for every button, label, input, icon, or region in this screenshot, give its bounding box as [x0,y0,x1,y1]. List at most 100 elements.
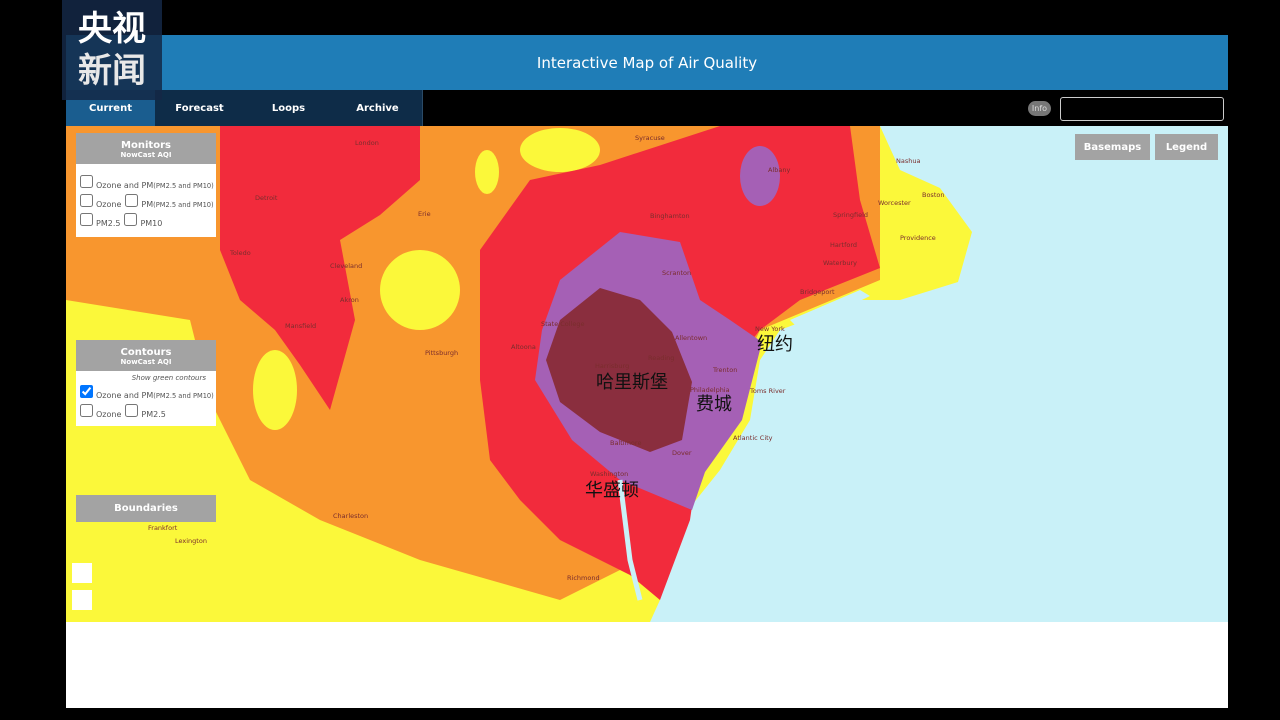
city-label: Reading [648,354,674,362]
city-label: Waterbury [823,259,857,267]
option-sub: (PM2.5 and PM10) [153,201,214,209]
checkbox[interactable] [124,213,138,226]
aqi-yellow [253,350,297,430]
option[interactable]: Ozone and PM(PM2.5 and PM10) [76,385,214,400]
basemaps-button[interactable]: Basemaps [1075,134,1150,160]
contours-panel: Contours NowCast AQI Show green contours … [76,340,216,426]
city-label: Albany [768,166,790,174]
panel-header[interactable]: Boundaries [76,495,216,522]
option-label: PM10 [140,219,163,228]
city-label: Syracuse [635,134,665,142]
aqi-purple [740,146,780,206]
monitors-panel: Monitors NowCast AQI Ozone and PM(PM2.5 a… [76,133,216,237]
city-label: Boston [922,191,944,199]
header-title: Interactive Map of Air Quality [536,53,758,72]
map-label: 费城 [696,394,732,415]
option[interactable]: PM(PM2.5 and PM10) [121,194,214,209]
city-label: Worcester [878,199,911,207]
option-label: Ozone [96,200,122,209]
option[interactable]: Ozone [76,404,121,419]
tab[interactable]: Forecast [155,90,245,126]
search-box[interactable] [1060,97,1224,121]
city-label: Dover [672,449,692,457]
city-label: New York [755,325,785,333]
option-text: Ozone and PM(PM2.5 and PM10) [96,391,214,400]
city-label: Cleveland [330,262,362,270]
aqi-red [220,126,420,410]
city-label: Charleston [333,512,368,520]
checkbox[interactable] [80,194,93,207]
legend-button[interactable]: Legend [1155,134,1218,160]
option-text: Ozone and PM(PM2.5 and PM10) [96,181,214,190]
aqi-yellow [380,250,460,330]
city-label: Richmond [567,574,600,582]
city-label: Akron [340,296,359,304]
panel-subtitle: NowCast AQI [120,151,172,159]
city-label: Nashua [896,157,920,165]
city-label: Altoona [511,343,536,351]
option-label: Ozone [96,410,122,419]
option-list: Ozone and PM(PM2.5 and PM10)Ozone PM(PM2.… [76,164,216,237]
footer-blank [66,622,1228,708]
option-sub: (PM2.5 and PM10) [153,392,214,400]
panel-subtitle: NowCast AQI [120,358,172,366]
long-island-sound [790,290,870,330]
option-label: Ozone and PM [96,181,154,190]
city-label: Detroit [255,194,278,202]
map-control[interactable] [72,590,92,610]
checkbox[interactable] [80,404,93,417]
city-label: Providence [900,234,936,242]
option-text: PM(PM2.5 and PM10) [141,200,213,209]
option-text: PM10 [140,219,162,228]
tab[interactable]: Loops [244,90,334,126]
option[interactable]: PM2.5 [121,404,166,419]
option[interactable]: PM2.5 [76,213,120,228]
boundaries-panel: Boundaries [76,495,216,522]
aqi-maroon [546,288,692,452]
header: Interactive Map of Air Quality [66,35,1228,90]
option-text: PM2.5 [141,410,165,419]
option[interactable]: Ozone [76,194,122,209]
checkbox[interactable] [80,213,93,226]
bay [617,479,643,601]
option-label: PM2.5 [96,219,121,228]
option-text: Ozone [96,410,121,419]
map-label: 纽约 [757,334,793,355]
option[interactable]: Ozone and PM(PM2.5 and PM10) [76,175,214,190]
city-label: Erie [418,210,431,218]
city-label: Atlantic City [733,434,773,442]
aqi-yellow [475,150,499,194]
panel-title: Contours [120,347,172,358]
tab[interactable]: Archive [333,90,423,126]
option-sub: (PM2.5 and PM10) [153,182,214,190]
city-label: Frankfort [148,524,178,532]
option[interactable]: PM10 [120,213,162,228]
city-label: Binghamton [650,212,690,220]
panel-note[interactable]: Show green contours [131,374,206,382]
city-label: Springfield [833,211,868,219]
map-control[interactable] [72,563,92,583]
logo: 央视 新闻 [62,0,162,100]
aqi-yellow [520,128,600,172]
city-label: Bridgeport [800,288,835,296]
city-label: Washington [590,470,628,478]
checkbox[interactable] [80,385,93,398]
panel-header[interactable]: Contours NowCast AQI [76,340,216,371]
city-label: Harrisburg [595,362,629,370]
city-label: Mansfield [285,322,316,330]
logo-line: 央视 [78,9,146,49]
option-label: PM [141,200,154,209]
checkbox[interactable] [125,404,139,417]
city-label: Baltimore [610,439,641,447]
city-label: Pittsburgh [425,349,458,357]
option-label: PM2.5 [141,410,166,419]
info-button[interactable]: Info [1028,101,1051,116]
checkbox[interactable] [80,175,93,188]
option-text: PM2.5 [96,219,120,228]
panel-header[interactable]: Monitors NowCast AQI [76,133,216,164]
city-label: Toledo [229,249,251,257]
checkbox[interactable] [125,194,139,207]
